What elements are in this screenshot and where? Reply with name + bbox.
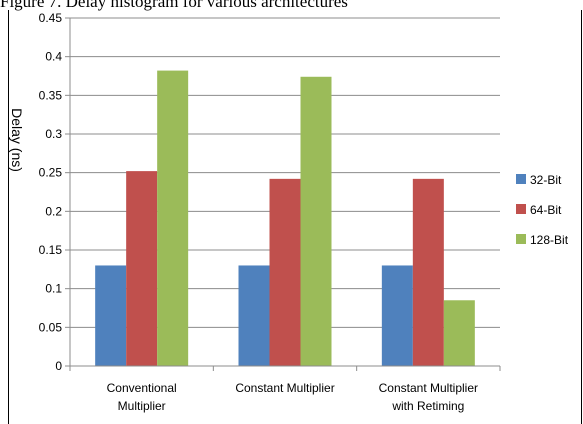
y-tick-label: 0.15 xyxy=(39,243,63,257)
x-category-label: Constant Multiplier xyxy=(379,381,478,395)
legend-label: 32-Bit xyxy=(530,173,562,187)
y-tick-label: 0 xyxy=(55,359,62,373)
x-category-label: with Retiming xyxy=(391,399,464,413)
y-tick-label: 0.35 xyxy=(39,88,63,102)
y-axis-label: Delay (ns) xyxy=(9,108,25,172)
bar-64-bit xyxy=(412,178,444,366)
bar-128-bit xyxy=(443,300,475,366)
y-tick-label: 0.1 xyxy=(45,282,62,296)
legend-swatch xyxy=(516,204,526,214)
bar-32-bit xyxy=(238,265,270,366)
legend-swatch xyxy=(516,174,526,184)
x-category-label: Conventional xyxy=(107,381,177,395)
legend-swatch xyxy=(516,234,526,244)
y-tick-label: 0.4 xyxy=(45,50,62,64)
bar-32-bit xyxy=(381,265,413,366)
y-tick-label: 0.25 xyxy=(39,166,63,180)
figure-caption: Figure 7. Delay histogram for various ar… xyxy=(0,0,348,11)
bar-64-bit xyxy=(269,178,301,366)
legend-label: 128-Bit xyxy=(530,233,569,247)
bar-128-bit xyxy=(300,76,332,367)
x-category-label: Multiplier xyxy=(118,399,166,413)
y-tick-label: 0.45 xyxy=(39,11,63,25)
y-tick-label: 0.05 xyxy=(39,320,63,334)
y-axis-ticks: 0 0.05 0.1 0.15 0.2 0.25 0.3 0.35 0.4 0.45 xyxy=(39,11,70,373)
axes xyxy=(69,18,501,371)
x-category-label: Constant Multiplier xyxy=(235,381,334,395)
bar-32-bit xyxy=(95,265,127,366)
legend: 32-Bit 64-Bit 128-Bit xyxy=(516,173,569,247)
x-axis-categories: Conventional Multiplier Constant Multiplie… xyxy=(107,381,478,413)
y-tick-label: 0.3 xyxy=(45,127,62,141)
y-tick-label: 0.2 xyxy=(45,204,62,218)
bars xyxy=(95,70,475,367)
bar-64-bit xyxy=(126,171,158,366)
legend-label: 64-Bit xyxy=(530,203,562,217)
bar-128-bit xyxy=(157,70,189,366)
chart-frame xyxy=(8,10,582,424)
